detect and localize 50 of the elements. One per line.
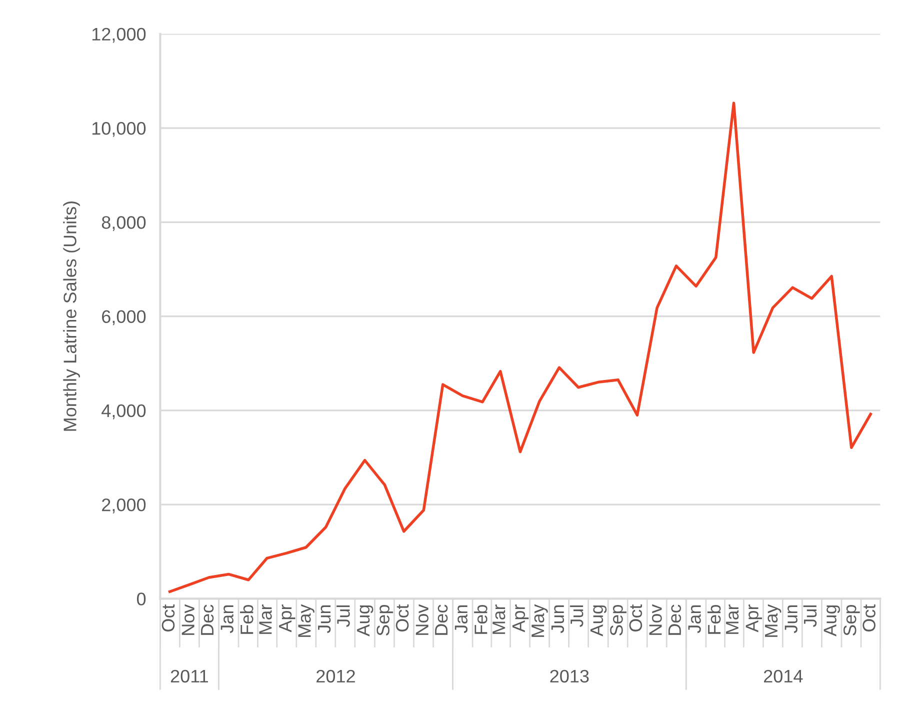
x-tick-label: Sep	[843, 605, 860, 636]
x-tick-label: Sep	[376, 605, 394, 636]
y-axis-title: Monthly Latrine Sales (Units)	[63, 202, 80, 431]
x-tick-label: Dec	[668, 604, 682, 635]
x-tick-label: Jan	[688, 605, 701, 634]
x-tick-label: Nov	[649, 604, 662, 635]
x-tick-label: Feb	[474, 604, 488, 634]
x-tick-label: Oct	[862, 604, 876, 632]
x-tick-label: Nov	[182, 604, 194, 635]
y-tick-label: 12,000	[92, 28, 146, 43]
x-tick-label: Mar	[492, 604, 506, 634]
x-tick-label: Jun	[551, 605, 564, 634]
x-tick-label: Aug	[357, 605, 374, 636]
x-tick-label: Oct	[629, 604, 642, 632]
x-tick-label: Aug	[824, 605, 840, 636]
x-tick-label: Nov	[416, 604, 428, 635]
x-tick-label: May	[765, 604, 782, 637]
x-tick-label: Jan	[454, 605, 468, 634]
x-tick-label: Feb	[240, 604, 254, 634]
line-series	[168, 102, 872, 594]
y-tick-label: 10,000	[92, 122, 146, 137]
text: 2014	[764, 670, 803, 683]
x-tick-label: Apr	[746, 604, 762, 632]
y-tick-label: 4,000	[102, 404, 146, 420]
x-tick-label: Sep	[610, 605, 626, 636]
text: 2011	[170, 670, 208, 683]
x-tick-label: Mar	[726, 604, 739, 634]
x-tick-label: Aug	[590, 605, 607, 636]
y-tick-label: 0	[136, 592, 146, 606]
x-tick-label: Jun	[784, 605, 798, 634]
x-tick-label: Dec	[435, 604, 448, 635]
x-tick-label: Feb	[707, 604, 721, 634]
x-tick-label: Apr	[512, 604, 529, 632]
x-tick-label: May	[298, 604, 314, 637]
x-tick-label: Apr	[279, 604, 296, 632]
x-tick-label: Jun	[318, 605, 331, 634]
x-tick-label: Jul	[803, 605, 817, 628]
x-tick-label: Mar	[259, 604, 272, 634]
x-tick-label: Jul	[336, 605, 350, 628]
y-tick-label: 2,000	[102, 498, 146, 514]
x-tick-label: Dec	[201, 604, 214, 635]
x-tick-label: Oct	[396, 604, 409, 632]
x-tick-label: May	[532, 604, 548, 637]
y-tick-label: 8,000	[102, 216, 146, 232]
text: 2012	[316, 670, 355, 683]
x-tick-label: Jul	[570, 605, 584, 628]
text: 2013	[550, 670, 589, 683]
x-tick-label: Jan	[220, 605, 234, 634]
x-tick-label: Oct	[162, 604, 175, 632]
y-tick-label: 6,000	[102, 310, 146, 326]
